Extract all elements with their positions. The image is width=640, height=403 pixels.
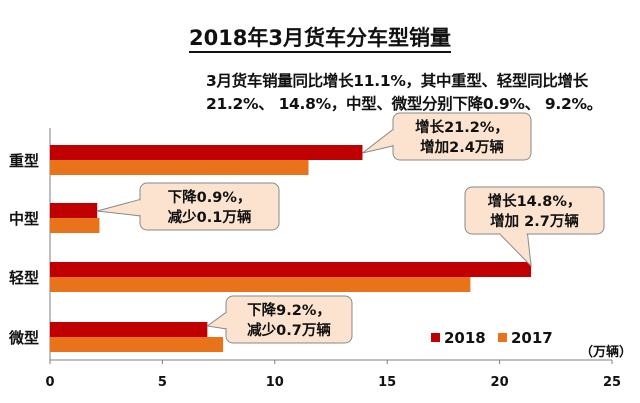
bar-2018-1 <box>50 203 98 218</box>
callout-text-line: 下降0.9%， <box>168 188 252 206</box>
callout-pointer <box>206 311 227 330</box>
legend-swatch-2017 <box>498 333 507 342</box>
bar-2018-2 <box>50 262 532 277</box>
x-tick-label: 0 <box>45 375 54 390</box>
legend-label-2017: 2017 <box>511 329 553 347</box>
callout-pointer <box>498 233 532 268</box>
category-label: 微型 <box>8 329 39 347</box>
category-label: 轻型 <box>9 269 39 287</box>
category-label: 重型 <box>9 152 39 170</box>
legend-label-2018: 2018 <box>444 329 486 347</box>
subtitle-line-2: 21.2%、 14.8%，中型、微型分别下降0.9%、 9.2%。 <box>206 95 602 113</box>
callout-pointer <box>362 128 394 154</box>
callout-text-line: 减少0.7万辆 <box>247 321 331 339</box>
category-label: 中型 <box>9 210 39 228</box>
callout-text-line: 增长14.8%， <box>488 192 582 210</box>
bar-2017-2 <box>50 277 471 292</box>
chart-title: 2018年3月货车分车型销量 <box>0 22 640 53</box>
callout-text-line: 增加 2.7万辆 <box>490 212 579 230</box>
chart-subtitle: 3月货车销量同比增长11.1%，其中重型、轻型同比增长 21.2%、 14.8%… <box>206 70 626 116</box>
callout-text-line: 减少0.1万辆 <box>168 208 252 226</box>
callout-text-line: 下降9.2%， <box>247 301 331 319</box>
legend-swatch-2018 <box>431 333 440 342</box>
x-tick-label: 25 <box>603 375 621 390</box>
x-tick-label: 10 <box>266 375 284 390</box>
x-tick-label: 15 <box>378 375 396 390</box>
bar-2017-3 <box>50 337 224 352</box>
x-tick-label: 5 <box>158 375 167 390</box>
bar-2018-0 <box>50 145 363 160</box>
bar-2017-0 <box>50 160 309 175</box>
callout-box <box>464 186 605 235</box>
x-tick-label: 20 <box>491 375 509 390</box>
bar-2018-3 <box>50 322 208 337</box>
callout-text-line: 增加2.4万辆 <box>420 138 504 156</box>
bar-2017-1 <box>50 218 100 233</box>
unit-label: （万辆） <box>580 344 632 360</box>
subtitle-line-1: 3月货车销量同比增长11.1%，其中重型、轻型同比增长 <box>206 72 588 90</box>
callout-text-line: 增长21.2%， <box>415 118 509 136</box>
callout-pointer <box>97 198 141 217</box>
